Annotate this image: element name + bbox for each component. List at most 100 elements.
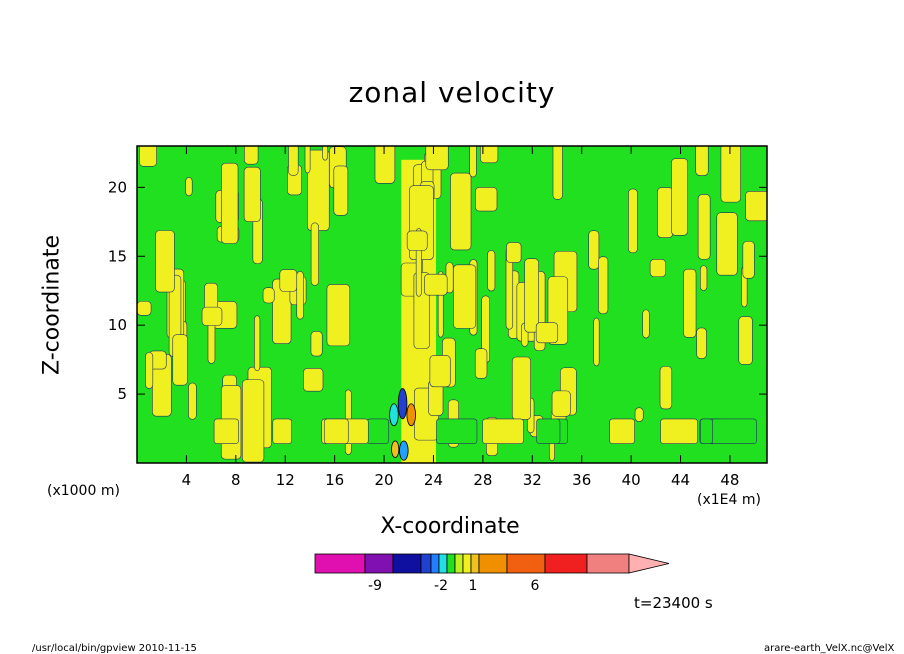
- surface-patch: [213, 418, 239, 445]
- velocity-patch: [374, 146, 396, 184]
- velocity-patch: [634, 407, 644, 422]
- colorbar-segment: [438, 553, 448, 574]
- colorbar-segment: [392, 553, 422, 574]
- velocity-patch: [487, 250, 496, 292]
- velocity-patch: [139, 146, 157, 167]
- velocity-patch: [593, 317, 600, 367]
- velocity-patch: [659, 366, 673, 410]
- velocity-patch: [243, 166, 261, 222]
- velocity-patch: [425, 146, 449, 171]
- x-tick-label: 16: [325, 471, 344, 489]
- velocity-patch: [742, 241, 755, 279]
- velocity-patch: [720, 146, 741, 203]
- y-axis-ticks: 5 10 15 20: [108, 178, 767, 403]
- velocity-field: [137, 146, 767, 463]
- surface-patch: [609, 418, 635, 445]
- velocity-patch: [424, 273, 448, 296]
- convective-cell: [397, 388, 408, 420]
- x-tick-label: 40: [622, 471, 641, 489]
- velocity-patch: [304, 146, 311, 174]
- velocity-patch: [201, 306, 223, 326]
- x-tick-label: 48: [720, 471, 739, 489]
- y-axis-label: Z-coordinate: [39, 235, 65, 375]
- velocity-patch: [185, 177, 193, 197]
- velocity-patch: [244, 146, 259, 165]
- velocity-patch: [188, 382, 197, 420]
- velocity-patch: [511, 356, 531, 420]
- colorbar-label: -2: [434, 578, 448, 594]
- x-axis-ticks: 4 8 12 16 20 24 28 32 36 40 44 48: [182, 146, 739, 489]
- colorbar-label: 1: [469, 578, 478, 594]
- velocity-patch: [683, 268, 697, 338]
- y-tick-label: 5: [117, 385, 127, 403]
- convective-cell: [406, 403, 416, 427]
- x-tick-label: 36: [572, 471, 591, 489]
- velocity-patch: [322, 146, 329, 161]
- velocity-patch: [145, 352, 154, 389]
- footer-right: arare-earth_VelX.nc@VelX: [764, 643, 895, 654]
- velocity-patch: [307, 149, 330, 231]
- plot-frame: [136, 145, 768, 464]
- colorbar-segment: [586, 553, 630, 574]
- velocity-patch: [588, 230, 600, 270]
- colorbar: -9 -2 1 6: [314, 553, 670, 594]
- colorbar-label: -9: [368, 578, 382, 594]
- colorbar-segment: [430, 553, 440, 574]
- y-axis-unit: (x1000 m): [47, 483, 120, 499]
- colorbar-arrow: [628, 553, 670, 574]
- velocity-patch: [279, 269, 298, 292]
- velocity-patch: [242, 379, 265, 463]
- colorbar-segment: [364, 553, 394, 574]
- velocity-patch: [628, 188, 638, 254]
- velocity-patch: [480, 146, 499, 164]
- velocity-patch: [696, 327, 707, 359]
- velocity-patch: [506, 242, 522, 263]
- velocity-patch: [474, 348, 488, 379]
- velocity-patch: [671, 158, 688, 236]
- x-axis-unit: (x1E4 m): [697, 492, 761, 508]
- surface-patch: [323, 418, 349, 445]
- surface-patch: [710, 418, 757, 445]
- x-tick-label: 32: [523, 471, 542, 489]
- velocity-patch: [695, 146, 709, 176]
- surface-patch: [366, 418, 390, 445]
- velocity-patch: [598, 256, 609, 315]
- velocity-patch: [700, 265, 708, 291]
- velocity-patch: [254, 315, 261, 372]
- colorbar-segment: [462, 553, 472, 574]
- colorbar-segment: [446, 553, 456, 574]
- velocity-patch: [642, 309, 650, 339]
- colorbar-segment: [314, 553, 366, 574]
- convective-cell: [389, 403, 399, 427]
- velocity-patch: [333, 165, 349, 216]
- velocity-patch: [453, 264, 477, 329]
- velocity-patch: [552, 146, 563, 200]
- velocity-patch: [310, 222, 319, 286]
- velocity-patch: [303, 368, 324, 392]
- x-tick-label: 12: [276, 471, 295, 489]
- colorbar-segment: [506, 553, 546, 574]
- x-axis-label: X-coordinate: [380, 514, 520, 539]
- velocity-patch: [406, 230, 428, 251]
- velocity-patch: [716, 212, 738, 276]
- surface-patch: [699, 418, 714, 445]
- time-label: t=23400 s: [634, 594, 713, 612]
- velocity-patch: [172, 334, 188, 386]
- velocity-patch: [551, 390, 571, 417]
- colorbar-segment: [470, 553, 480, 574]
- velocity-patch: [535, 322, 559, 344]
- velocity-patch: [326, 284, 351, 347]
- surface-patch: [536, 418, 561, 445]
- x-tick-label: 8: [231, 471, 241, 489]
- x-tick-label: 28: [473, 471, 492, 489]
- velocity-patch: [221, 162, 239, 244]
- velocity-patch: [137, 300, 152, 316]
- velocity-patch: [524, 258, 539, 333]
- velocity-patch: [155, 230, 175, 293]
- colorbar-segment: [454, 553, 464, 574]
- velocity-patch: [310, 331, 323, 357]
- colorbar-segment: [420, 553, 432, 574]
- chart-title: zonal velocity: [348, 76, 556, 109]
- x-tick-label: 20: [375, 471, 394, 489]
